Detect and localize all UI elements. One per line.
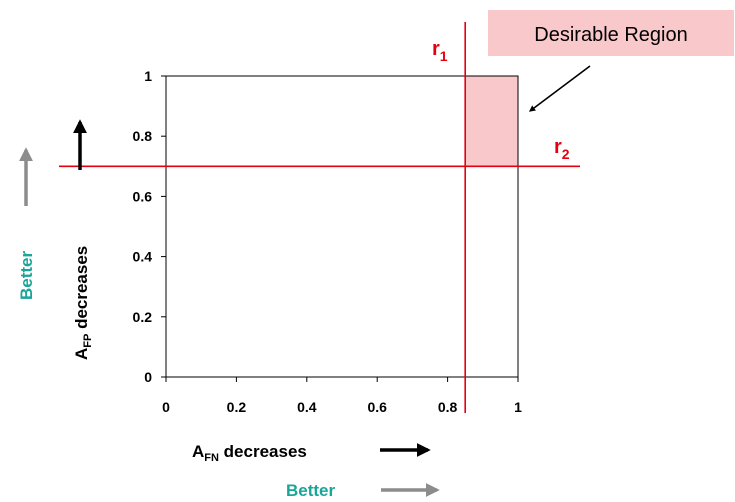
desirable-region-area — [465, 76, 518, 167]
threshold-label-r1: r1 — [432, 38, 448, 64]
x-axis-ticks: 0 0.2 0.4 0.6 0.8 1 — [162, 377, 522, 415]
x-tick-label: 0.6 — [367, 399, 387, 415]
y-axis-label: AFP decreases — [72, 246, 94, 360]
y-axis-ticks: 0 0.2 0.4 0.6 0.8 1 — [133, 68, 166, 385]
callout-pointer-arrow — [528, 65, 591, 112]
x-axis-label: AFN decreases — [192, 442, 307, 464]
y-tick-label: 0.8 — [133, 128, 153, 144]
plot-area-frame — [165, 75, 519, 378]
y-better-label: Better — [17, 250, 36, 300]
y-tick-label: 1 — [144, 68, 152, 84]
x-tick-label: 0 — [162, 399, 170, 415]
y-tick-label: 0 — [144, 369, 152, 385]
y-tick-label: 0.4 — [133, 249, 153, 265]
region-callout-label: Desirable Region — [534, 24, 687, 46]
x-tick-label: 0.4 — [297, 399, 317, 415]
x-tick-label: 1 — [514, 399, 522, 415]
threshold-label-r2: r2 — [554, 136, 570, 162]
x-better-label: Better — [286, 481, 336, 500]
region-callout-box — [488, 10, 734, 56]
y-tick-label: 0.2 — [133, 309, 153, 325]
y-tick-label: 0.6 — [133, 188, 153, 204]
x-tick-label: 0.8 — [438, 399, 458, 415]
x-tick-label: 0.2 — [227, 399, 247, 415]
